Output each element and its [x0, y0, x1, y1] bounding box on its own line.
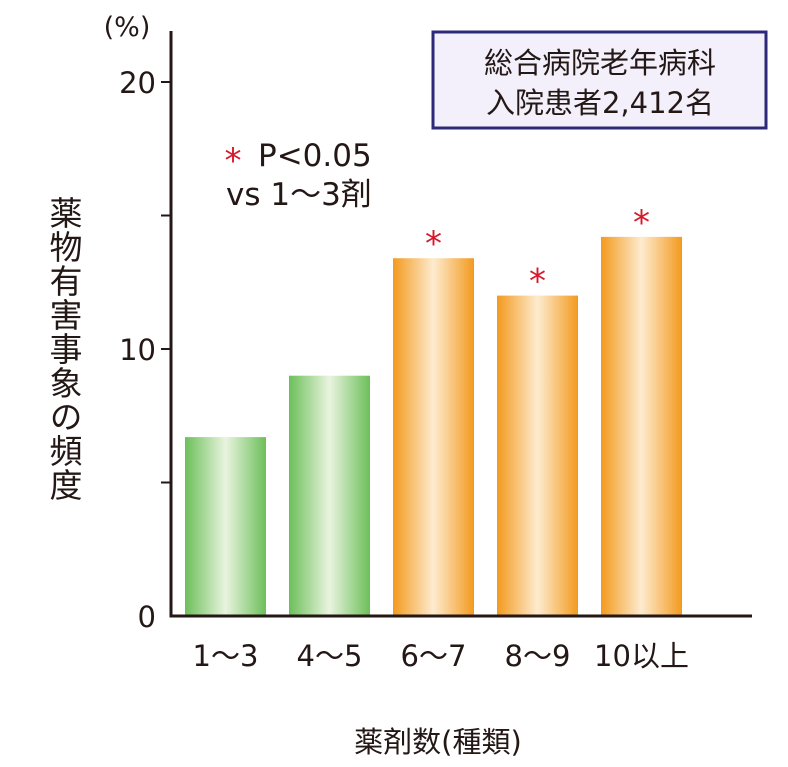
y-tick-label-1: 0 — [138, 600, 156, 634]
bar-3 — [393, 258, 474, 616]
significance-legend: * P<0.05 vs 1～3剤 — [225, 138, 372, 213]
bar-5 — [601, 236, 682, 617]
x-tick-label-1: 1～3 — [193, 639, 259, 673]
bar-4 — [497, 295, 578, 616]
info-box-frame — [431, 30, 768, 130]
significance-marker-3: * — [425, 224, 442, 264]
info-box-line1: 総合病院老年病科 — [484, 46, 716, 80]
y-tick-label-2: 10 — [119, 333, 156, 367]
y-tick-label-3: 20 — [119, 66, 156, 100]
legend-p-value: P<0.05 — [258, 138, 372, 174]
significance-marker-5: * — [633, 203, 650, 243]
info-box-line2: 入院患者2,412名 — [486, 86, 714, 120]
legend-asterisk: * — [225, 141, 242, 181]
x-tick-label-2: 4～5 — [297, 639, 363, 673]
x-axis-title: 薬剤数(種類) — [354, 725, 522, 759]
significance-marker-4: * — [529, 262, 546, 302]
y-axis-title: 薬物有害事象の頻度 — [44, 196, 83, 502]
bar-2 — [289, 375, 370, 616]
x-tick-label-3: 6～7 — [401, 639, 467, 673]
legend-comparison: vs 1～3剤 — [226, 177, 372, 213]
bar-1 — [185, 437, 266, 616]
x-tick-label-4: 8～9 — [505, 639, 571, 673]
y-unit-label: (%) — [104, 12, 151, 43]
info-box: 総合病院老年病科 入院患者2,412名 — [431, 30, 768, 130]
x-tick-label-5: 10以上 — [594, 639, 689, 673]
